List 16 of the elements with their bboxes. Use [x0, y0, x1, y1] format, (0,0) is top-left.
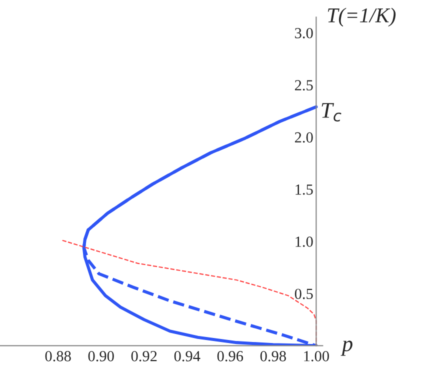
y-tick-label: 0.5	[294, 288, 313, 300]
x-tick-label: 0.94	[174, 351, 200, 362]
x-tick-label: 0.98	[260, 351, 286, 362]
y-tick-label: 1.5	[296, 184, 313, 195]
x-tick-label: 0.96	[217, 351, 244, 362]
x-tick-label: 1.00	[304, 351, 329, 362]
x-tick-label: 0.90	[88, 351, 114, 362]
y-axis-title: T(=1/K)	[328, 8, 396, 27]
y-tick-label: 2.5	[294, 80, 313, 90]
y-tick-label: 1.0	[296, 236, 313, 247]
x-tick-label: 0.88	[45, 351, 71, 362]
annotation: T$_{c}$	[322, 103, 342, 122]
y-tick-label: 3.0	[295, 28, 313, 38]
y-tick-label: 2.0	[294, 132, 313, 143]
x-tick-label: 0.92	[131, 351, 157, 362]
x-axis-title: p	[340, 340, 352, 356]
